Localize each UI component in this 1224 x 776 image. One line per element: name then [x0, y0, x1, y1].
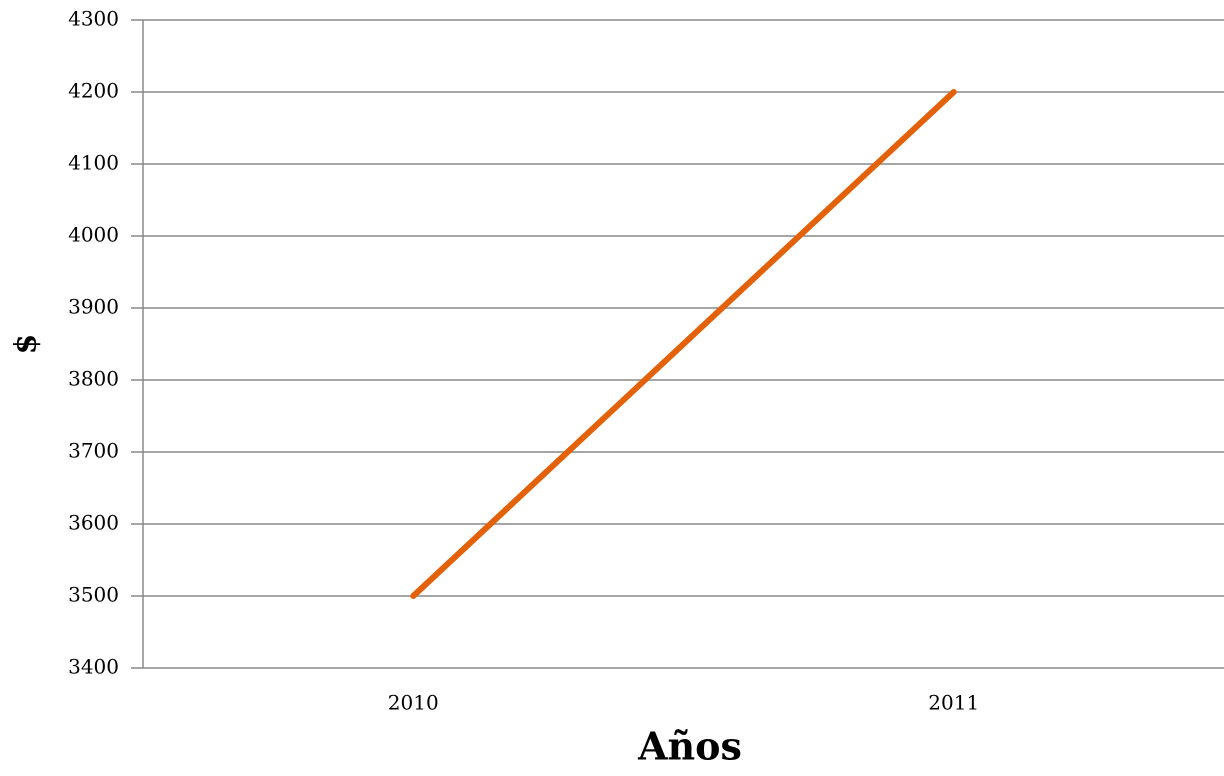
x-tick-label: 2010: [388, 691, 439, 715]
y-tick-label: 3800: [68, 367, 119, 391]
y-tick-label: 3700: [68, 439, 119, 463]
y-axis-label: $: [9, 334, 44, 355]
y-tick-label: 4000: [68, 223, 119, 247]
y-tick-label: 3600: [68, 511, 119, 535]
y-tick-label: 3900: [68, 295, 119, 319]
y-tick-label: 3400: [68, 655, 119, 679]
x-axis-label: Años: [637, 724, 742, 769]
y-tick-label: 4300: [68, 7, 119, 31]
y-tick-label: 4200: [68, 79, 119, 103]
line: [410, 89, 957, 599]
y-tick-label: 4100: [68, 151, 119, 175]
y-tick-label: 3500: [68, 583, 119, 607]
x-tick-label: 2011: [928, 691, 979, 715]
